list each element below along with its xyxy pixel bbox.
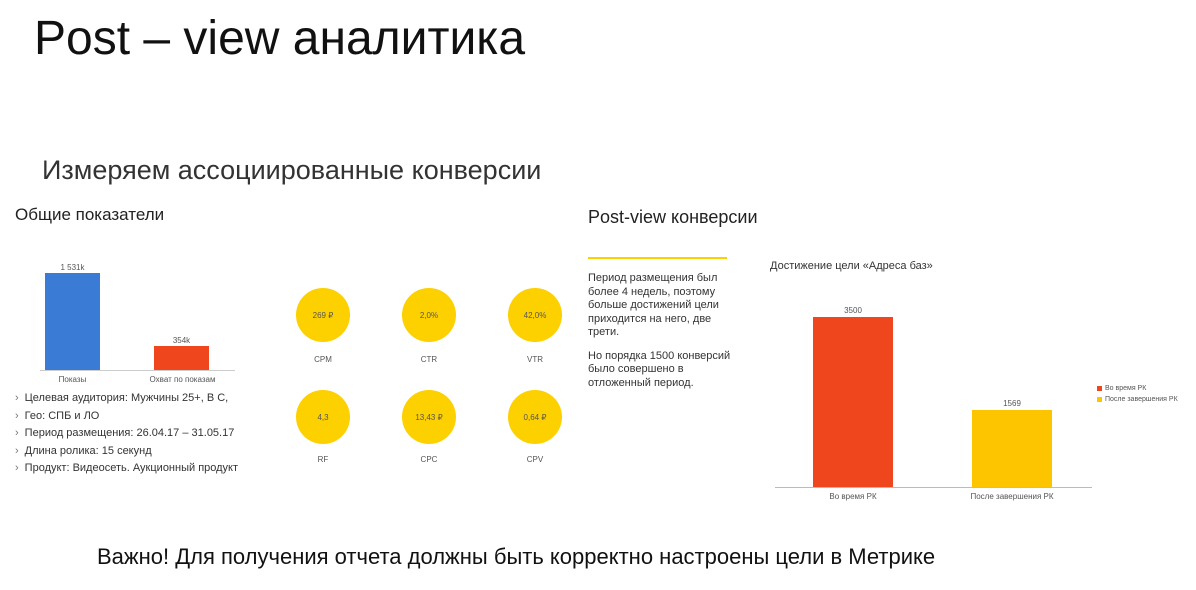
list-item: › Продукт: Видеосеть. Аукционный продукт [15, 462, 239, 474]
bar-after-campaign [972, 410, 1052, 487]
list-item: › Гео: СПБ и ЛО [15, 409, 100, 422]
list-item: › Период размещения: 26.04.17 – 31.05.17 [15, 427, 235, 439]
bar-category-label: Охват по показам [149, 375, 216, 384]
bar-category-label: Во время РК [829, 492, 877, 501]
campaign-details-list: › Целевая аудитория: Мужчины 25+, B C, › Г… [15, 390, 238, 478]
chevron-right-icon: › [15, 392, 19, 404]
metric-circle-ctr: 2,0% [402, 288, 456, 342]
chevron-right-icon: › [15, 409, 19, 422]
metric-label: CPM [314, 355, 332, 364]
list-item: › Длина ролика: 15 секунд [15, 444, 152, 457]
bar-value-label: 1 531k [60, 263, 85, 272]
chevron-right-icon: › [15, 462, 19, 474]
metric-circle-cpc: 13,43 ₽ [402, 390, 456, 444]
chevron-right-icon: › [15, 427, 19, 439]
chevron-right-icon: › [15, 444, 19, 457]
metric-circle-rf: 4,3 [296, 390, 350, 444]
metric-circle-vtr: 42,0% [508, 288, 562, 342]
bar-category-label: После завершения РК [970, 492, 1054, 501]
legend-item: После завершения РК [1097, 396, 1178, 403]
metric-circle-cpm: 269 ₽ [296, 288, 350, 342]
bar-category-label: Показы [58, 375, 87, 384]
metric-label: CPC [420, 455, 438, 464]
post-view-heading: Post-view конверсии [588, 207, 758, 227]
description-paragraph: Но порядка 1500 конверсий было совершено… [588, 349, 731, 389]
description-text: Период размещения был более 4 недель, по… [588, 272, 733, 400]
chart-baseline [775, 487, 1092, 488]
chart-baseline [40, 370, 235, 371]
metric-circle-cpv: 0,64 ₽ [508, 390, 562, 444]
accent-divider [588, 257, 727, 259]
metric-label: RF [317, 455, 329, 464]
bar-value-label: 354k [172, 336, 191, 345]
list-item: › Целевая аудитория: Мужчины 25+, B C, [15, 392, 229, 404]
bar-value-label: 3500 [844, 306, 862, 315]
chart-title: Достижение цели «Адреса баз» [770, 260, 933, 272]
legend-swatch [1097, 386, 1102, 391]
bar-impressions [45, 273, 100, 370]
general-metrics-heading: Общие показатели [15, 205, 165, 224]
description-paragraph: Период размещения был более 4 недель, по… [588, 272, 719, 338]
bar-reach [154, 346, 209, 370]
metric-label: CPV [526, 455, 544, 464]
legend-item: Во время РК [1097, 385, 1146, 392]
bar-value-label: 1569 [1003, 399, 1021, 408]
bar-during-campaign [813, 317, 893, 487]
metric-label: CTR [420, 355, 438, 364]
metric-label: VTR [527, 355, 543, 364]
footer-note: Важно! Для получения отчета должны быть … [97, 544, 936, 569]
slide-subtitle: Измеряем ассоциированные конверсии [42, 155, 542, 185]
legend-swatch [1097, 397, 1102, 402]
slide-title: Post – view аналитика [34, 12, 526, 65]
